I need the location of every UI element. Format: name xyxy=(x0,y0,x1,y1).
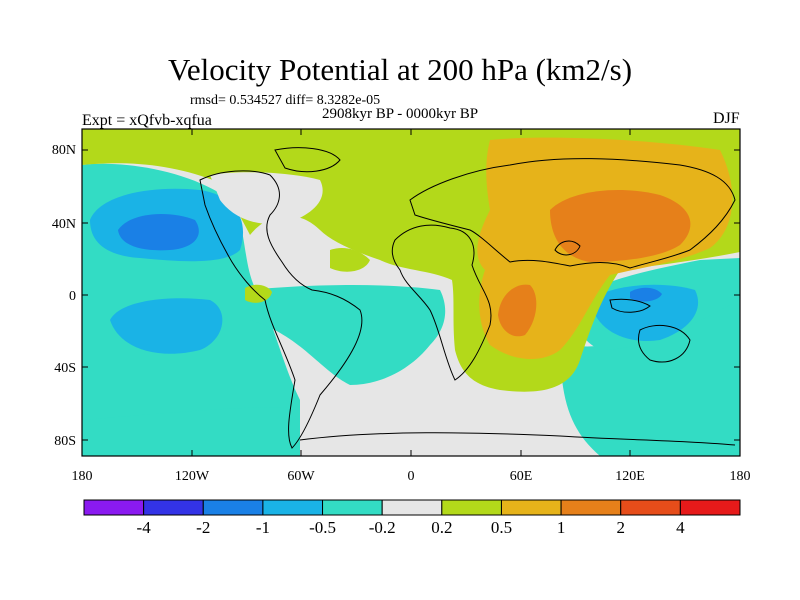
experiment-label: Expt = xQfvb-xqfua xyxy=(82,112,212,129)
map-title: Velocity Potential at 200 hPa (km2/s) xyxy=(167,52,633,87)
colorbar-swatch xyxy=(262,499,324,516)
lat-tick-label: 80S xyxy=(54,434,76,449)
coastlines xyxy=(199,147,736,449)
colorbar-label: 1 xyxy=(556,518,566,537)
colorbar-swatch xyxy=(322,499,383,516)
colorbar-swatch xyxy=(202,499,264,516)
colorbar-label: -1 xyxy=(255,518,270,537)
lon-tick-label: 60E xyxy=(509,469,533,484)
colorbar-label: -0.5 xyxy=(309,518,336,537)
lon-tick-label: 180 xyxy=(729,469,751,484)
colorbar-swatch xyxy=(679,499,741,516)
colorbar-label: -2 xyxy=(196,518,211,537)
season-label: DJF xyxy=(713,110,740,127)
lon-tick-label: 120E xyxy=(615,469,645,484)
colorbar-swatch xyxy=(381,499,443,516)
period-line: 2908kyr BP - 0000kyr BP xyxy=(322,106,479,122)
lat-tick-label: 80N xyxy=(51,143,76,158)
colorbar-swatch xyxy=(441,499,502,516)
stats-line: rmsd= 0.534527 diff= 8.3282e-05 xyxy=(190,93,381,108)
colorbar-swatch xyxy=(620,499,681,516)
colorbar-swatch xyxy=(500,499,562,516)
colorbar-label: 4 xyxy=(676,518,685,537)
colorbar-label: -0.2 xyxy=(368,518,396,537)
lat-tick-label: 0 xyxy=(69,289,76,304)
lon-tick-label: 0 xyxy=(407,469,415,484)
colorbar-swatch xyxy=(83,499,145,516)
colorbar-swatch xyxy=(143,499,204,516)
axis-ticks xyxy=(81,129,741,456)
colorbar-swatch xyxy=(560,499,622,516)
colorbar xyxy=(83,499,741,516)
colorbar-label: -4 xyxy=(136,518,151,537)
colorbar-label: 0.2 xyxy=(431,518,453,537)
lon-tick-label: 120W xyxy=(174,469,210,484)
lon-tick-label: 60W xyxy=(287,469,315,484)
lon-tick-label: 180 xyxy=(71,469,93,484)
lat-tick-label: 40N xyxy=(51,217,76,232)
colorbar-label: 0.5 xyxy=(490,518,513,537)
colorbar-label: 2 xyxy=(616,518,625,537)
field-layer xyxy=(82,129,740,456)
lat-tick-label: 40S xyxy=(54,361,76,376)
